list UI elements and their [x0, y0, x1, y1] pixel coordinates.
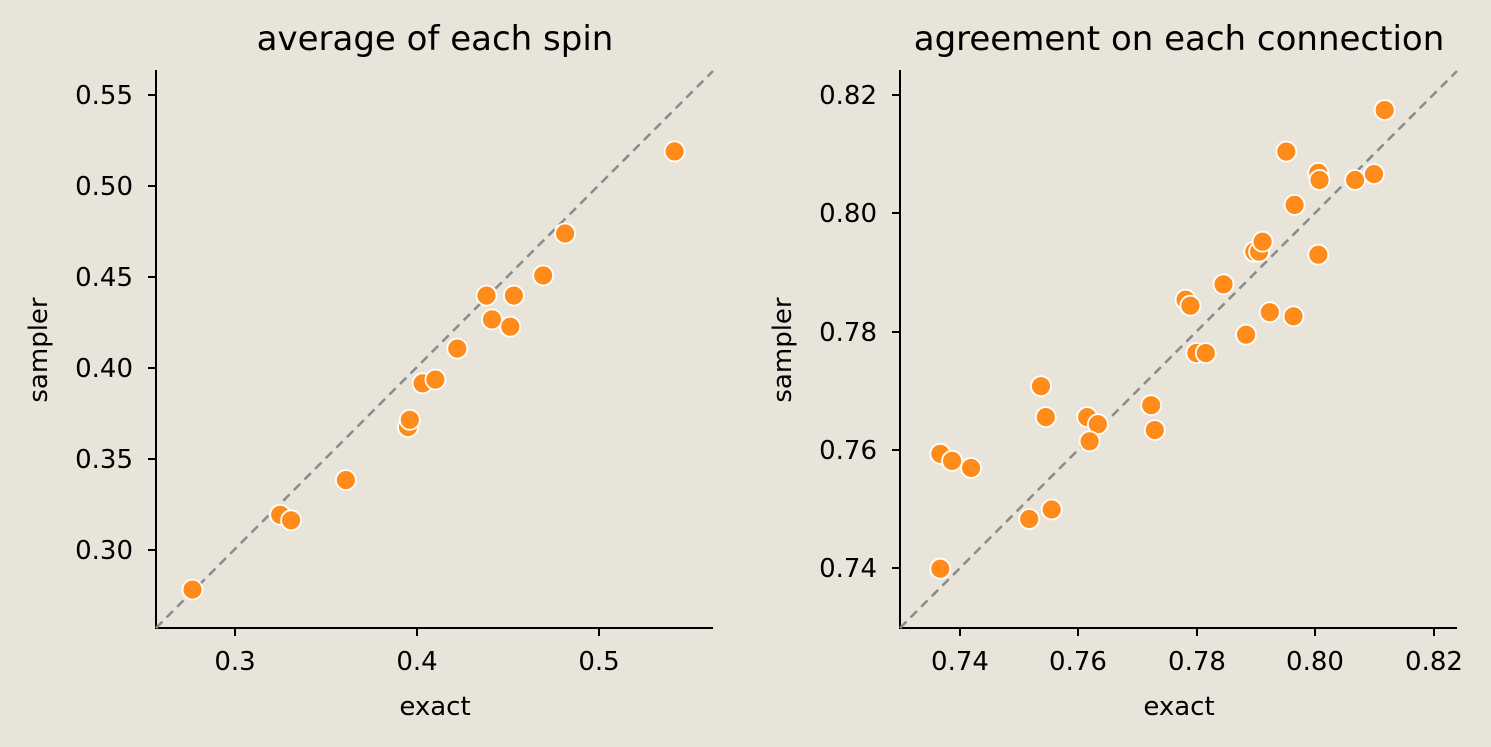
x-ticks: 0.3 0.4 0.5: [214, 628, 620, 677]
data-point: [1140, 394, 1163, 417]
data-point: [1308, 169, 1331, 191]
y-ticks: 0.74 0.76 0.78 0.80 0.82: [819, 81, 900, 584]
x-tick-label: 0.3: [214, 647, 255, 677]
data-point: [1034, 406, 1057, 429]
y-ticks: 0.30 0.35 0.40 0.45 0.50 0.55: [75, 81, 156, 566]
data-point: [1282, 305, 1305, 328]
data-point: [1212, 273, 1235, 296]
x-tick-label: 0.76: [1049, 647, 1107, 677]
x-tick-label: 0.4: [396, 647, 437, 677]
panel-average-of-each-spin: average of each spin exact sampler 0.3 0…: [24, 19, 714, 722]
x-tick-label: 0.82: [1405, 647, 1463, 677]
scatter-points: [181, 140, 686, 601]
data-point: [481, 308, 503, 331]
y-tick-label: 0.76: [819, 436, 877, 466]
data-point: [280, 509, 303, 532]
y-tick-label: 0.50: [75, 172, 133, 202]
y-axis-label: sampler: [768, 297, 798, 403]
data-point: [446, 337, 469, 360]
data-point: [1344, 169, 1366, 191]
y-tick-label: 0.82: [819, 81, 877, 111]
data-point: [334, 469, 357, 492]
data-point: [663, 140, 686, 163]
y-tick-label: 0.80: [819, 199, 877, 229]
data-point: [424, 368, 447, 391]
chart-title: average of each spin: [257, 19, 614, 59]
data-point: [1179, 294, 1202, 317]
data-point: [1018, 508, 1041, 530]
y-tick-label: 0.55: [75, 81, 133, 111]
data-point: [1040, 498, 1063, 521]
data-point: [1258, 301, 1281, 324]
y-tick-label: 0.30: [75, 536, 133, 566]
x-axis-label: exact: [1143, 692, 1214, 722]
data-point: [532, 264, 555, 287]
data-point: [1275, 140, 1298, 163]
x-tick-label: 0.5: [578, 647, 619, 677]
data-point: [503, 284, 525, 307]
identity-reference-line: [899, 70, 1458, 629]
data-point: [1030, 375, 1052, 398]
identity-reference-line: [155, 70, 714, 629]
data-point: [941, 449, 963, 472]
y-tick-label: 0.35: [75, 445, 133, 475]
data-point: [499, 315, 522, 338]
y-axis-label: sampler: [24, 297, 54, 403]
data-point: [181, 578, 204, 601]
data-point: [1078, 430, 1101, 453]
data-point: [1283, 193, 1306, 216]
data-point: [929, 557, 952, 580]
data-point: [1363, 163, 1385, 186]
y-tick-label: 0.78: [819, 318, 877, 348]
data-point: [960, 457, 982, 479]
x-axis-label: exact: [399, 692, 470, 722]
data-point: [1307, 243, 1330, 266]
y-tick-label: 0.40: [75, 354, 133, 384]
data-point: [1087, 413, 1109, 436]
data-point: [1194, 342, 1217, 365]
x-tick-label: 0.74: [931, 647, 989, 677]
panel-agreement-on-each-connection: agreement on each connection exact sampl…: [768, 19, 1463, 722]
chart-title: agreement on each connection: [914, 19, 1445, 59]
y-tick-label: 0.45: [75, 263, 133, 293]
data-point: [1373, 99, 1396, 121]
data-point: [398, 408, 421, 431]
x-tick-label: 0.78: [1168, 647, 1226, 677]
data-point: [554, 222, 576, 245]
x-tick-label: 0.80: [1286, 647, 1344, 677]
data-point: [1251, 230, 1274, 253]
data-point: [1143, 419, 1166, 442]
y-tick-label: 0.74: [819, 554, 877, 584]
data-point: [475, 284, 498, 307]
data-point: [1235, 323, 1257, 346]
scatter-points: [929, 99, 1396, 580]
x-ticks: 0.74 0.76 0.78 0.80 0.82: [931, 628, 1463, 677]
